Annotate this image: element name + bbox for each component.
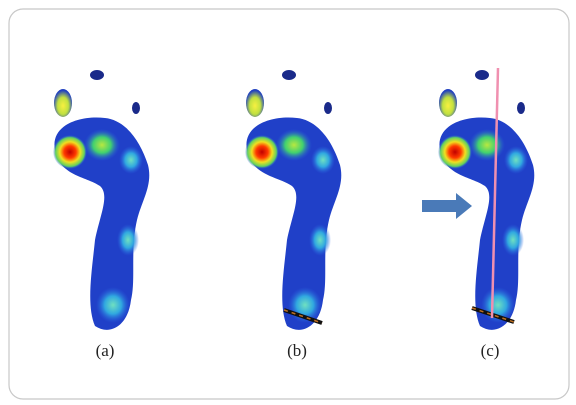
foot-b [245,70,342,330]
arrow [422,193,472,219]
heel-line-b [283,308,323,325]
label: (c) [481,341,500,360]
foot-c [438,70,535,330]
label: (b) [287,341,307,360]
label: (a) [96,341,115,360]
axis-line [490,67,500,319]
foot-a [53,70,150,330]
frame [8,8,570,400]
